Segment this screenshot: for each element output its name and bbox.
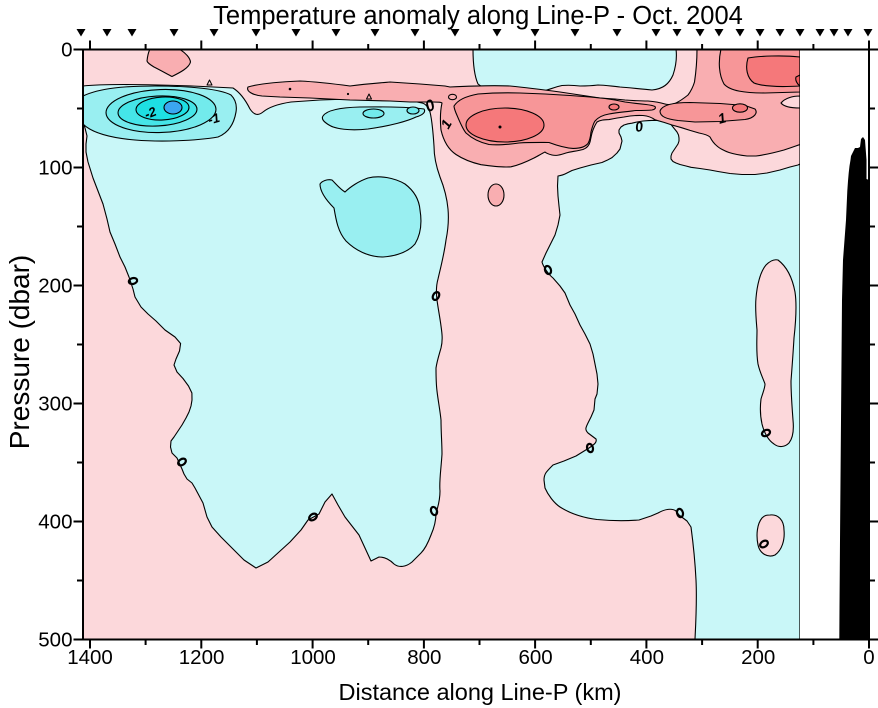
svg-text:100: 100 [38, 157, 72, 180]
svg-text:Pressure (dbar): Pressure (dbar) [4, 255, 35, 450]
svg-text:400: 400 [38, 511, 72, 534]
svg-text:Temperature anomaly along Line: Temperature anomaly along Line-P - Oct. … [213, 2, 743, 30]
svg-text:1000: 1000 [290, 646, 336, 669]
svg-text:1200: 1200 [179, 646, 225, 669]
svg-text:Distance along Line-P (km): Distance along Line-P (km) [339, 679, 622, 705]
svg-text:-1: -1 [206, 110, 221, 127]
svg-text:1: 1 [716, 109, 728, 127]
svg-text:200: 200 [38, 275, 72, 298]
svg-text:0: 0 [61, 39, 72, 62]
svg-text:600: 600 [518, 646, 552, 669]
svg-text:0: 0 [863, 646, 874, 669]
svg-text:400: 400 [630, 646, 664, 669]
svg-text:0: 0 [634, 118, 644, 135]
svg-text:1400: 1400 [67, 646, 113, 669]
svg-text:200: 200 [741, 646, 775, 669]
svg-text:800: 800 [407, 646, 441, 669]
svg-text:300: 300 [38, 393, 72, 416]
svg-text:500: 500 [38, 629, 72, 652]
